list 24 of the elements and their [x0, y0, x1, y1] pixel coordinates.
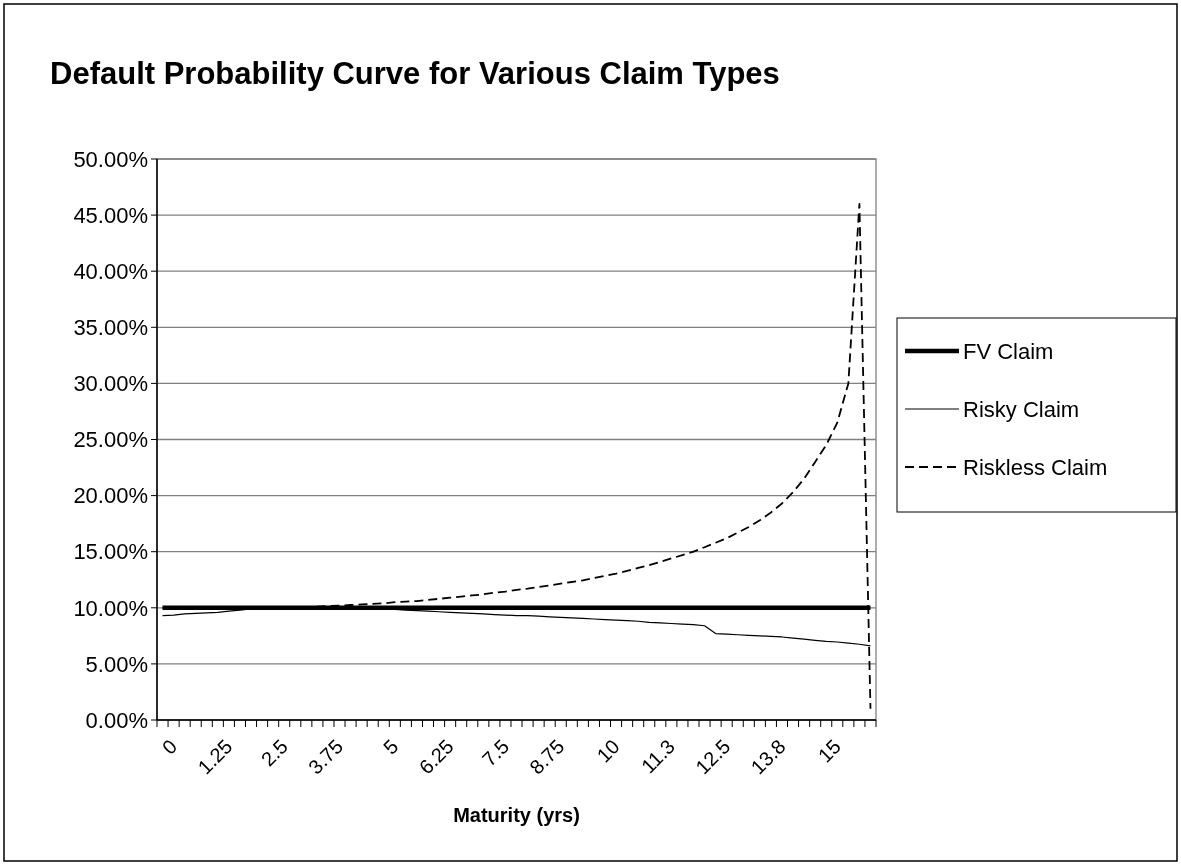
x-tick-label: 10: [592, 735, 624, 767]
y-tick-label: 30.00%: [73, 371, 148, 397]
legend-label: Risky Claim: [963, 396, 1080, 422]
x-tick-label: 15: [813, 735, 845, 767]
y-tick-label: 35.00%: [73, 315, 148, 340]
y-tick-label: 20.00%: [73, 483, 148, 509]
y-tick-label: 25.00%: [73, 427, 148, 453]
x-tick-label: 5: [379, 735, 403, 759]
x-tick-label: 11.3: [636, 735, 680, 778]
legend-label: FV Claim: [963, 338, 1054, 364]
y-tick-label: 10.00%: [73, 595, 148, 621]
x-tick-label: 2.5: [256, 735, 292, 771]
y-tick-label: 45.00%: [73, 202, 148, 228]
y-tick-label: 50.00%: [73, 146, 148, 172]
chart-title: Default Probability Curve for Various Claim Types: [50, 56, 780, 91]
x-tick-label: 6.25: [414, 735, 458, 779]
x-tick-label: 0: [157, 735, 182, 759]
y-tick-label: 5.00%: [85, 651, 148, 677]
legend-label: Riskless Claim: [963, 454, 1108, 480]
x-axis-title: Maturity (yrs): [453, 804, 580, 826]
y-tick-label: 15.00%: [73, 539, 148, 565]
y-tick-label: 40.00%: [73, 258, 148, 284]
x-tick-label: 7.5: [477, 735, 514, 771]
y-tick-label: 0.00%: [85, 707, 148, 733]
